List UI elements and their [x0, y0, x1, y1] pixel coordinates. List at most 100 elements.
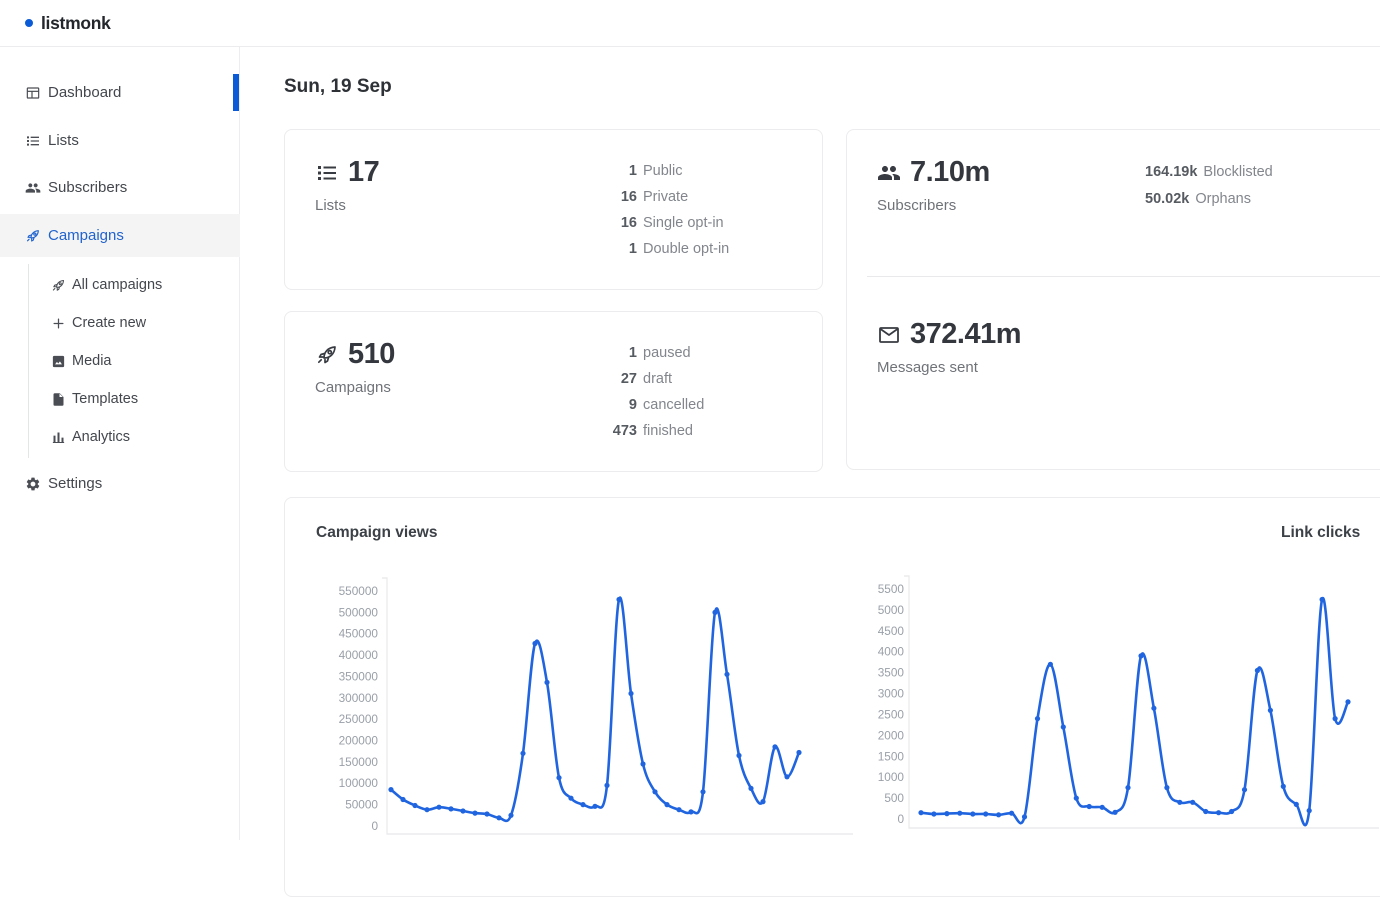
stat-label: draft — [643, 371, 673, 387]
stat-row: 1 Public — [593, 158, 729, 184]
top-bar: listmonk — [0, 0, 1380, 47]
stat-value: 27 — [620, 371, 637, 387]
svg-text:0: 0 — [897, 812, 904, 826]
svg-text:100000: 100000 — [339, 776, 379, 790]
lists-card: 17 Lists 1 Public 16 Private 16 Single opt-… — [284, 129, 823, 290]
list-icon — [27, 135, 39, 146]
submenu-item-media[interactable]: Media — [29, 342, 240, 380]
svg-text:4500: 4500 — [878, 624, 905, 638]
submenu-item-label: Templates — [72, 391, 139, 407]
stat-value: 1 — [628, 345, 637, 361]
sidebar-item-label: Settings — [48, 475, 103, 492]
gear-icon — [26, 477, 40, 490]
svg-text:3000: 3000 — [878, 687, 905, 701]
campaigns-card-label: Campaigns — [315, 379, 391, 396]
svg-text:2500: 2500 — [878, 708, 905, 722]
image-icon — [52, 355, 65, 367]
sidebar-item-campaigns[interactable]: Campaigns — [0, 214, 240, 257]
subscribers-count: 7.10m — [910, 156, 990, 188]
stat-label: Single opt-in — [643, 215, 724, 231]
submenu-item-analytics[interactable]: Analytics — [29, 418, 240, 456]
stat-value: 164.19k — [1145, 163, 1198, 180]
submenu-item-label: Create new — [72, 315, 147, 331]
stat-row: 50.02k Orphans — [1145, 185, 1273, 212]
campaigns-card: 510 Campaigns 1 paused 27 draft 9 cancelled… — [284, 311, 823, 472]
campaigns-count: 510 — [348, 338, 395, 370]
rocket-icon — [26, 229, 39, 242]
sidebar-item-settings[interactable]: Settings — [0, 462, 240, 505]
svg-text:500000: 500000 — [339, 605, 379, 619]
sidebar-item-subscribers[interactable]: Subscribers — [0, 166, 240, 209]
stat-row: 473 finished — [593, 418, 704, 444]
subscribers-messages-card: 7.10m Subscribers 164.19k Blocklisted 50.… — [846, 129, 1380, 470]
envelope-icon — [879, 326, 899, 343]
sidebar-item-lists[interactable]: Lists — [0, 119, 240, 162]
chart-svg-0: 5500005000004500004000003500003000002500… — [339, 577, 853, 835]
svg-text:5500: 5500 — [878, 582, 905, 596]
lists-stats: 1 Public 16 Private 16 Single opt-in 1 Doubl… — [593, 158, 729, 262]
svg-text:50000: 50000 — [345, 798, 378, 812]
rocket-icon — [52, 279, 65, 291]
stat-value: 1 — [628, 163, 637, 179]
svg-text:0: 0 — [371, 819, 378, 833]
submenu-item-create-new[interactable]: Create new — [29, 304, 240, 342]
dashboard-icon — [26, 86, 40, 99]
sidebar-item-label: Campaigns — [48, 227, 124, 244]
sidebar-item-dashboard[interactable]: Dashboard — [0, 71, 240, 114]
stat-label: Orphans — [1195, 190, 1251, 207]
messages-card-label: Messages sent — [877, 359, 978, 376]
stat-label: Double opt-in — [643, 241, 730, 257]
app-logo[interactable]: listmonk — [25, 13, 111, 34]
stat-row: 16 Single opt-in — [593, 210, 729, 236]
stat-label: finished — [643, 423, 693, 439]
stat-row: 1 paused — [593, 340, 704, 366]
svg-text:2000: 2000 — [878, 728, 905, 742]
page-title: Sun, 19 Sep — [284, 76, 392, 97]
campaign-views-chart-title: Campaign views — [316, 524, 438, 541]
campaigns-submenu: All campaigns Create new Media Templates — [28, 264, 240, 458]
logo-circle-icon — [25, 19, 33, 27]
submenu-item-label: All campaigns — [72, 277, 163, 293]
app-logo-text: listmonk — [41, 12, 111, 33]
stat-label: Private — [643, 189, 689, 205]
submenu-item-templates[interactable]: Templates — [29, 380, 240, 418]
stat-row: 9 cancelled — [593, 392, 704, 418]
sidebar-item-label: Subscribers — [48, 179, 128, 196]
plus-icon — [53, 318, 64, 328]
messages-sent-count: 372.41m — [910, 318, 1022, 350]
svg-text:5000: 5000 — [878, 603, 905, 617]
stat-label: Public — [643, 163, 683, 179]
lists-card-label: Lists — [315, 197, 346, 214]
svg-text:500: 500 — [884, 791, 904, 805]
subscribers-stats: 164.19k Blocklisted 50.02k Orphans — [1145, 158, 1273, 212]
svg-text:300000: 300000 — [339, 691, 379, 705]
sidebar: Dashboard Lists Subscribers Campaigns — [0, 47, 240, 840]
svg-text:250000: 250000 — [339, 712, 379, 726]
sidebar-item-label: Lists — [48, 132, 79, 149]
stat-label: Blocklisted — [1203, 163, 1273, 180]
svg-text:150000: 150000 — [339, 755, 379, 769]
svg-text:3500: 3500 — [878, 666, 905, 680]
stat-value: 473 — [612, 423, 637, 439]
submenu-item-label: Media — [72, 353, 112, 369]
stat-row: 164.19k Blocklisted — [1145, 158, 1273, 185]
card-divider — [867, 276, 1380, 277]
sidebar-item-label: Dashboard — [48, 84, 122, 101]
svg-text:1000: 1000 — [878, 770, 905, 784]
link-clicks-chart-title: Link clicks — [1281, 524, 1361, 541]
list-icon — [318, 165, 336, 180]
svg-text:1500: 1500 — [878, 749, 905, 763]
svg-text:450000: 450000 — [339, 627, 379, 641]
stat-row: 1 Double opt-in — [593, 236, 729, 262]
submenu-item-all-campaigns[interactable]: All campaigns — [29, 266, 240, 304]
subscribers-card-label: Subscribers — [877, 197, 957, 214]
stat-label: cancelled — [643, 397, 705, 413]
file-icon — [53, 392, 64, 406]
stat-row: 27 draft — [593, 366, 704, 392]
svg-text:350000: 350000 — [339, 669, 379, 683]
svg-text:400000: 400000 — [339, 648, 379, 662]
stat-value: 50.02k — [1145, 190, 1190, 207]
stat-value: 16 — [620, 215, 637, 231]
stat-label: paused — [643, 345, 691, 361]
rocket-icon — [317, 345, 336, 363]
